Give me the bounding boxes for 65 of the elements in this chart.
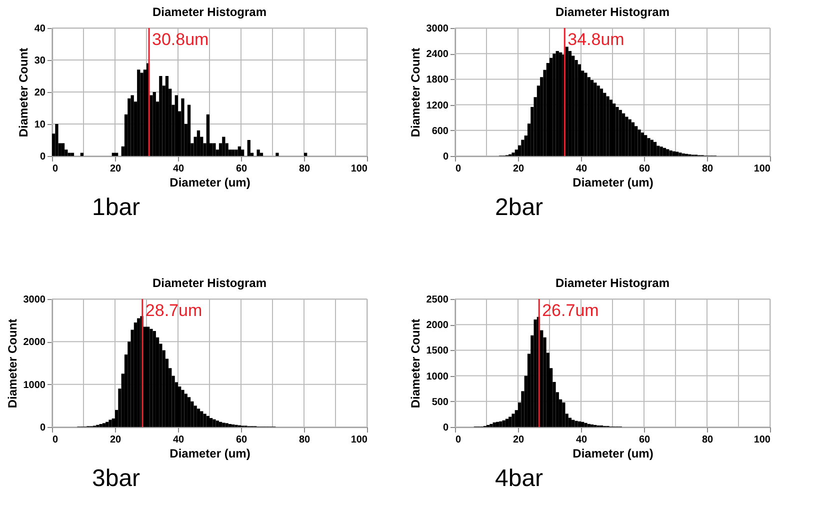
x-tick-label: 100 (350, 434, 368, 446)
y-tick-label: 2000 (426, 320, 449, 332)
x-tick-label: 80 (298, 434, 310, 446)
text: 3bar (92, 465, 140, 492)
y-tick-label: 1500 (426, 346, 449, 357)
x-tick-label: 60 (236, 164, 248, 174)
text: 4bar (495, 465, 544, 492)
y-tick-label: 10 (34, 120, 46, 130)
y-tick-label: 0 (442, 422, 449, 434)
y-axis-title: Diameter Count (16, 48, 30, 138)
y-axis-title: Diameter Count (5, 318, 20, 408)
x-tick-label: 100 (754, 164, 771, 174)
x-tick-label: 100 (754, 434, 771, 446)
text: 1bar (92, 194, 140, 221)
chart-title: Diameter Histogram (152, 276, 267, 290)
x-tick-label: 0 (52, 434, 58, 446)
ref-line-label: 26.7um (542, 301, 599, 320)
chart-title: Diameter Histogram (152, 5, 267, 19)
x-tick-label: 40 (576, 164, 588, 174)
x-tick-label: 20 (512, 434, 524, 446)
x-tick-label: 20 (110, 164, 122, 174)
x-tick-label: 80 (702, 164, 714, 174)
y-tick-label: 3000 (23, 294, 46, 306)
x-tick-label: 80 (298, 164, 310, 174)
y-tick-label: 1000 (23, 380, 46, 391)
x-axis-title: Diameter (um) (170, 446, 250, 460)
y-tick-label: 2000 (23, 337, 46, 348)
ref-line-label: 34.8um (568, 30, 624, 49)
y-tick-label: 30 (34, 56, 46, 66)
ref-line-label: 30.8um (152, 30, 209, 49)
x-tick-label: 100 (350, 164, 368, 174)
y-tick-label: 1000 (426, 371, 449, 382)
y-tick-label: 500 (432, 396, 449, 408)
x-axis-title: Diameter (um) (170, 176, 250, 190)
x-tick-label: 0 (456, 434, 462, 446)
y-tick-label: 1200 (426, 100, 449, 112)
y-tick-label: 3000 (426, 24, 449, 34)
y-axis-title: Diameter Count (408, 48, 422, 138)
chart-title: Diameter Histogram (555, 5, 670, 19)
x-tick-label: 60 (236, 434, 248, 446)
x-tick-label: 60 (638, 434, 650, 446)
y-tick-label: 40 (34, 24, 46, 34)
y-tick-label: 2400 (426, 49, 449, 60)
y-tick-label: 0 (442, 152, 449, 162)
x-tick-label: 80 (702, 434, 714, 446)
y-tick-label: 20 (34, 88, 46, 98)
y-tick-label: 1800 (426, 74, 449, 86)
chart-title: Diameter Histogram (555, 276, 670, 290)
text: 2bar (495, 194, 544, 221)
y-tick-label: 0 (40, 152, 46, 162)
x-tick-label: 40 (172, 164, 184, 174)
x-tick-label: 60 (638, 164, 650, 174)
x-axis-title: Diameter (um) (572, 176, 654, 190)
y-tick-label: 600 (432, 126, 449, 137)
ref-line-label: 28.7um (145, 301, 202, 320)
y-axis-title: Diameter Count (408, 318, 422, 408)
x-axis-title: Diameter (um) (572, 446, 654, 460)
x-tick-label: 40 (576, 434, 588, 446)
y-tick-label: 0 (40, 422, 46, 434)
x-tick-label: 0 (52, 164, 58, 174)
x-tick-label: 0 (456, 164, 462, 174)
x-tick-label: 40 (172, 434, 184, 446)
x-tick-label: 20 (512, 164, 524, 174)
y-tick-label: 2500 (426, 294, 449, 306)
x-tick-label: 20 (110, 434, 122, 446)
